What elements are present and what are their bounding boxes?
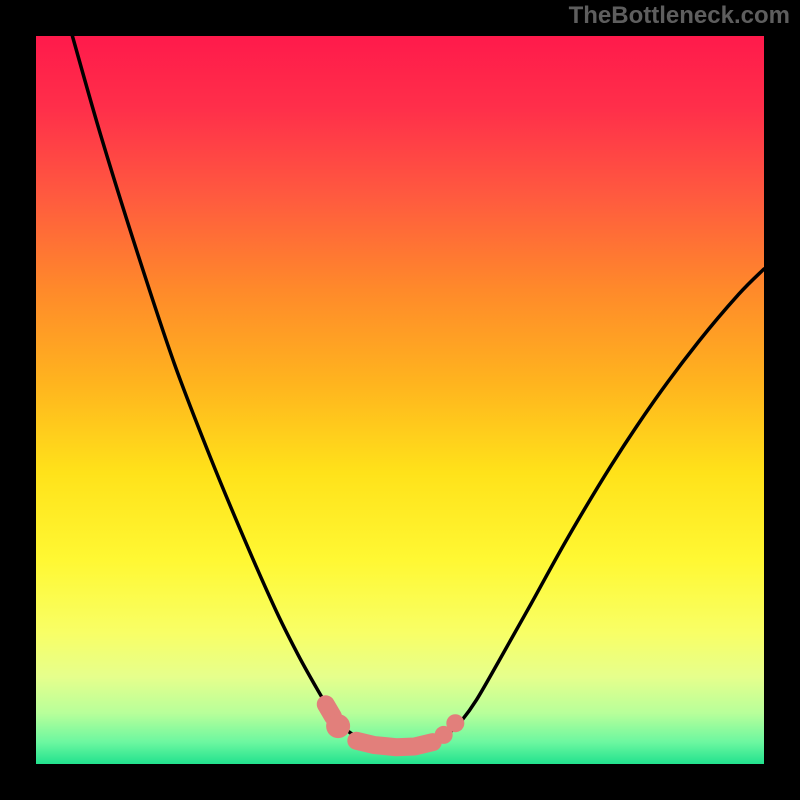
highlight-segment	[356, 741, 432, 748]
highlight-segment	[326, 704, 333, 716]
bottleneck-chart	[0, 0, 800, 800]
highlight-dot	[446, 714, 464, 732]
watermark-text: TheBottleneck.com	[569, 2, 790, 30]
highlight-dot	[326, 714, 350, 738]
